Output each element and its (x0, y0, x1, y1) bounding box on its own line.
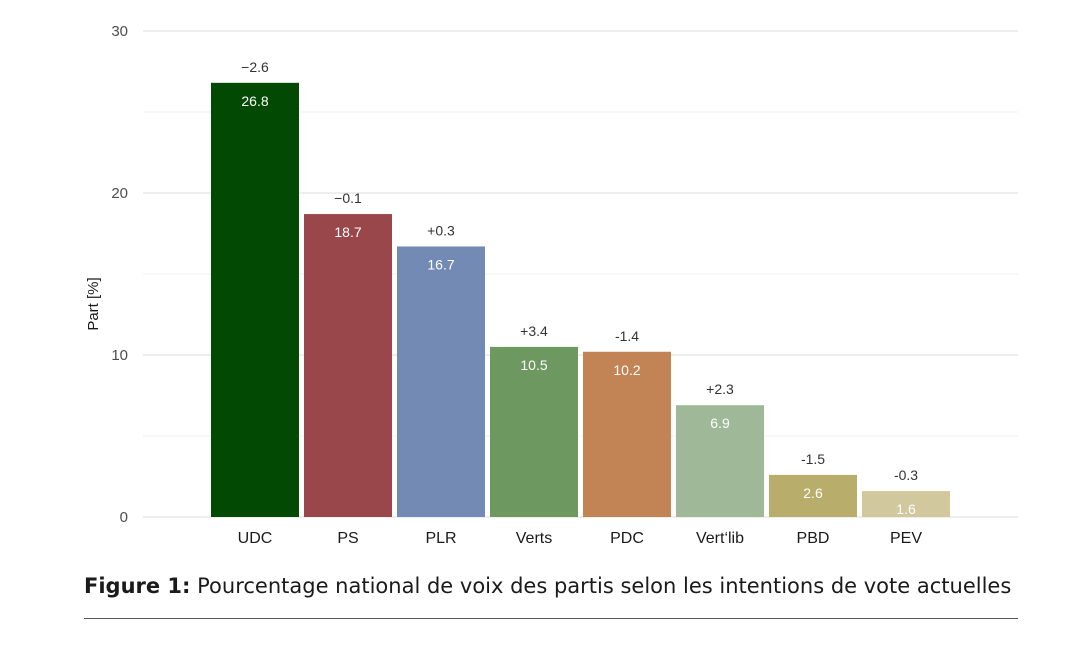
bar-change-label: +0.3 (427, 222, 455, 238)
bar-4 (490, 346, 578, 517)
bar-change-label: +2.3 (706, 381, 734, 397)
caption-prefix: Figure 1: (84, 574, 191, 598)
bar-value-label: 1.6 (896, 501, 916, 517)
x-category-label: PLR (425, 530, 456, 547)
y-tick-label: 20 (111, 185, 128, 202)
bar-2 (304, 214, 392, 517)
x-category-label: PEV (890, 530, 922, 547)
x-category-label: PDC (610, 530, 644, 547)
bar-5 (583, 351, 671, 517)
x-category-label: Vert‘lib (696, 530, 744, 547)
bar-change-label: −2.6 (241, 59, 269, 75)
bar-change-label: -1.5 (801, 451, 825, 467)
caption-text: Pourcentage national de voix des partis … (190, 574, 1012, 598)
bar-value-label: 10.2 (613, 362, 640, 378)
bar-value-label: 26.8 (241, 93, 268, 109)
bar-value-label: 18.7 (334, 224, 361, 240)
x-category-label: Verts (516, 530, 552, 547)
bar-value-label: 16.7 (427, 256, 454, 272)
bar-chart: 0 10 20 30 Part [%] 26.8 −2.6 UDC 18.7 −0.1 PS 16.7… (85, 23, 1018, 547)
bar-3 (397, 246, 485, 517)
y-tick-label: 30 (111, 23, 128, 40)
bar-6 (676, 405, 764, 517)
y-tick-label: 10 (111, 347, 128, 364)
x-category-label: PS (337, 530, 358, 547)
y-tick-label: 0 (120, 509, 128, 526)
chart: 0 10 20 30 Part [%] 26.8 −2.6 UDC 18.7 −0.1 PS 16.7… (85, 23, 1018, 547)
caption-rule (84, 618, 1018, 619)
figure-caption: Figure 1: Pourcentage national de voix d… (84, 574, 1024, 598)
bar-change-label: −0.1 (334, 190, 362, 206)
x-category-label: PBD (797, 530, 830, 547)
bar-8 (862, 491, 950, 517)
bar-change-label: -1.4 (615, 328, 639, 344)
bar-change-label: +3.4 (520, 323, 548, 339)
x-category-label: UDC (238, 530, 273, 547)
bar-7 (769, 474, 857, 517)
bar-value-label: 6.9 (710, 415, 730, 431)
bar-value-label: 10.5 (520, 357, 547, 373)
bar-change-label: -0.3 (894, 467, 918, 483)
bar-1 (211, 82, 299, 517)
y-axis-title: Part [%] (85, 277, 102, 330)
bar-value-label: 2.6 (803, 485, 823, 501)
